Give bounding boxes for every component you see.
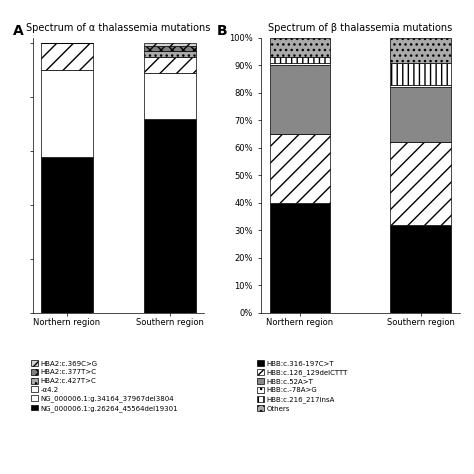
Bar xyxy=(391,63,451,85)
Bar xyxy=(145,51,196,57)
Bar xyxy=(41,43,92,70)
Bar xyxy=(391,225,451,313)
Bar xyxy=(145,43,196,46)
Bar xyxy=(145,46,196,51)
Bar xyxy=(270,57,330,63)
Title: Spectrum of α thalassemia mutations: Spectrum of α thalassemia mutations xyxy=(27,23,210,33)
Text: A: A xyxy=(13,24,23,38)
Text: B: B xyxy=(217,24,228,38)
Title: Spectrum of β thalassemia mutations: Spectrum of β thalassemia mutations xyxy=(268,23,452,33)
Bar xyxy=(145,73,196,119)
Bar xyxy=(391,87,451,142)
Bar xyxy=(270,134,330,203)
Legend: HBB:c.316-197C>T, HBB:c.126_129delCTTT, HBB:c.52A>T, HBB:c.-78A>G, HBB:c.216_217: HBB:c.316-197C>T, HBB:c.126_129delCTTT, … xyxy=(254,357,351,414)
Bar xyxy=(270,65,330,134)
Bar xyxy=(145,57,196,73)
Legend: HBA2:c.369C>G, HBA2:c.377T>C, HBA2:c.427T>C, -α4.2, NG_000006.1:g.34164_37967del: HBA2:c.369C>G, HBA2:c.377T>C, HBA2:c.427… xyxy=(28,357,181,414)
Bar xyxy=(391,142,451,225)
Bar xyxy=(270,38,330,57)
Bar xyxy=(270,63,330,65)
Bar xyxy=(391,85,451,87)
Bar xyxy=(41,70,92,156)
Bar xyxy=(270,203,330,313)
Bar xyxy=(391,38,451,63)
Bar xyxy=(41,156,92,313)
Bar xyxy=(145,119,196,313)
